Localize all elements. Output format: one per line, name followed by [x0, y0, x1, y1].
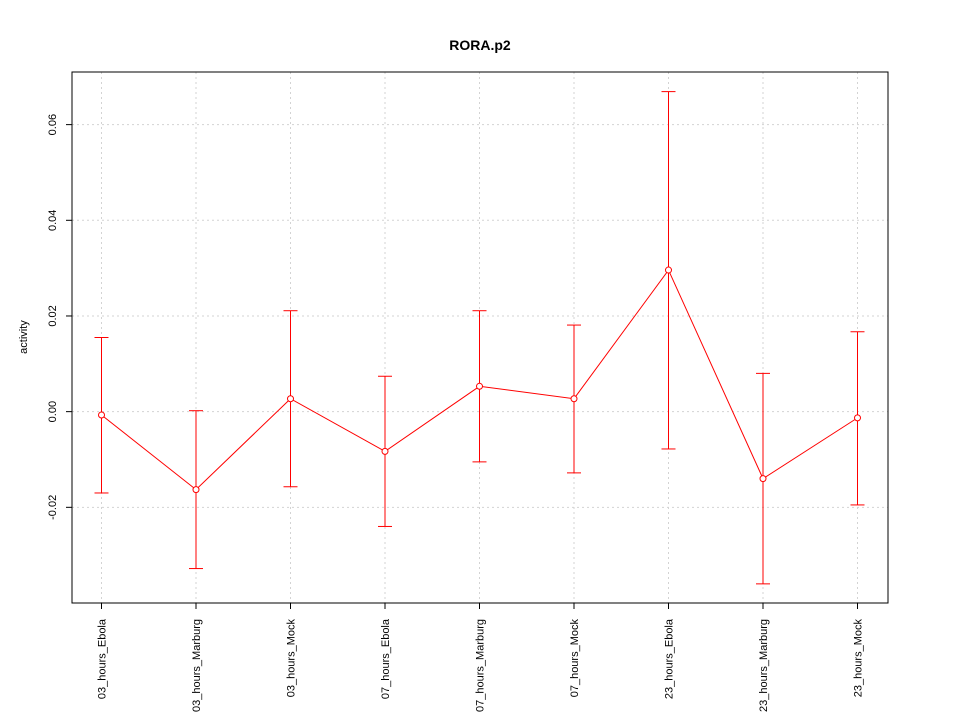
- x-tick-label: 07_hours_Mock: [569, 619, 581, 698]
- x-tick-label: 23_hours_Ebola: [664, 618, 676, 699]
- axes: -0.02 0.00 0.02 0.04 0.06 03_hours_Ebola 03_ho…: [47, 71, 889, 712]
- y-tick-label: 0.00: [47, 401, 59, 422]
- x-tick-label: 23_hours_Marburg: [758, 619, 770, 712]
- series-layer: [94, 91, 865, 585]
- y-axis-title: activity: [18, 320, 30, 354]
- x-tick-label: 23_hours_Mock: [853, 619, 865, 698]
- x-tick-label: 03_hours_Mock: [286, 619, 298, 698]
- y-tick-label: 0.04: [47, 210, 59, 231]
- y-tick-label: -0.02: [47, 495, 59, 520]
- data-point: [476, 382, 483, 390]
- x-tick-label: 03_hours_Ebola: [97, 618, 109, 699]
- y-tick-label: 0.06: [47, 114, 59, 135]
- data-point: [287, 395, 294, 403]
- data-point: [570, 395, 578, 403]
- data-point: [759, 475, 767, 483]
- data-point: [854, 414, 861, 422]
- data-point: [98, 411, 105, 419]
- x-tick-label: 03_hours_Marburg: [191, 619, 203, 712]
- x-tick-label: 07_hours_Ebola: [380, 618, 392, 699]
- x-tick-label: 07_hours_Marburg: [475, 619, 487, 712]
- data-point: [381, 447, 389, 455]
- data-point: [192, 486, 200, 494]
- chart-title: RORA.p2: [449, 37, 511, 53]
- y-tick-label: 0.02: [47, 305, 59, 326]
- data-point: [665, 266, 672, 274]
